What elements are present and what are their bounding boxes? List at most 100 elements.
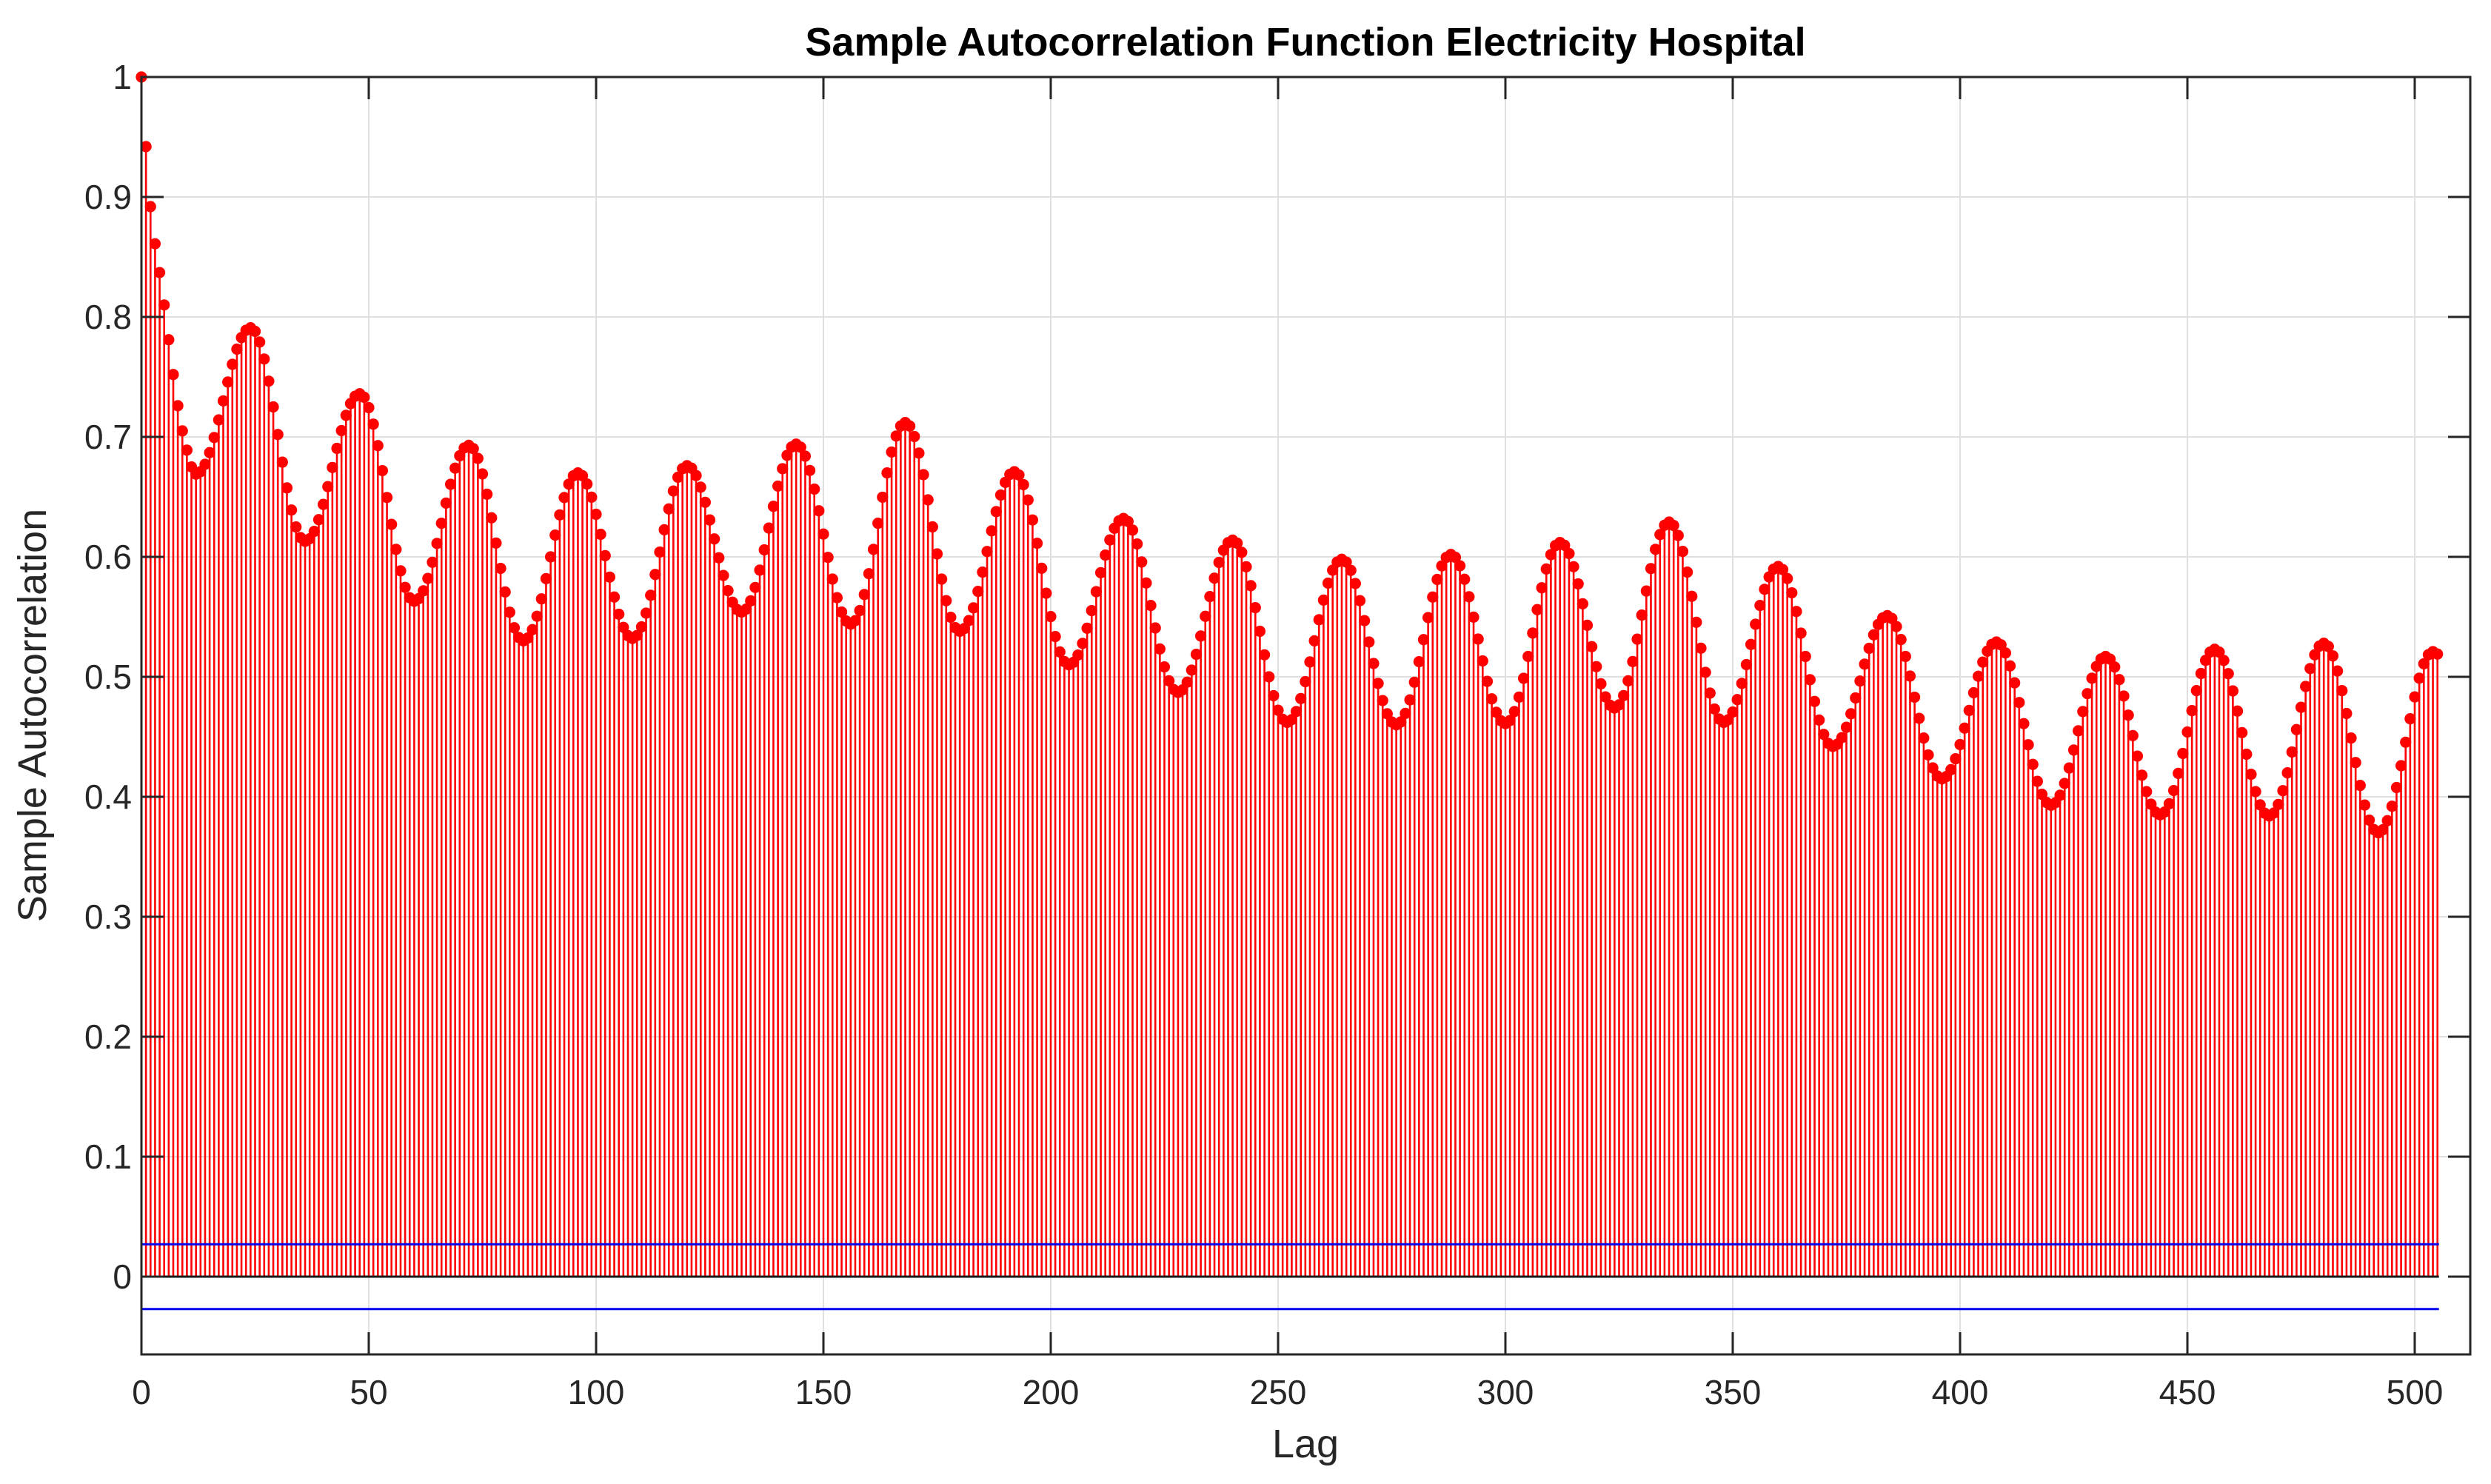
stem-marker — [1468, 611, 1479, 624]
stem-marker — [158, 299, 170, 311]
stem-marker — [631, 629, 643, 641]
stem-marker — [1959, 722, 1970, 734]
stem-marker — [1140, 577, 1152, 589]
stem-marker — [2131, 750, 2144, 762]
stem-marker — [749, 581, 761, 593]
stem-marker — [390, 544, 402, 555]
stem-marker — [603, 571, 616, 583]
stem-marker — [381, 492, 393, 504]
stem-marker — [263, 375, 275, 387]
stem-marker — [1977, 656, 1989, 668]
stem-marker — [2190, 685, 2202, 697]
stem-marker — [1268, 689, 1280, 702]
x-axis-label: Lag — [1272, 1422, 1339, 1466]
stem-marker — [172, 400, 184, 412]
stem-marker — [877, 491, 889, 504]
stem-marker — [2054, 789, 2066, 801]
stem-marker — [772, 480, 784, 492]
stem-marker — [1377, 695, 1388, 706]
stem-marker — [994, 489, 1007, 501]
stem-marker — [1790, 606, 1802, 618]
stem-marker — [1158, 661, 1171, 673]
stem-marker — [2177, 747, 2189, 760]
stem-marker — [1472, 633, 1484, 645]
stem-marker — [672, 471, 684, 484]
y-tick-label: 0.7 — [84, 418, 132, 456]
stem-marker — [2022, 739, 2034, 751]
stem-marker — [249, 325, 261, 338]
stem-marker — [940, 595, 952, 606]
stem-marker — [763, 522, 775, 534]
stem-marker — [1372, 678, 1384, 689]
stem-marker — [367, 418, 379, 430]
stem-marker — [431, 538, 443, 549]
stem-marker — [649, 569, 661, 581]
stem-marker — [2118, 690, 2130, 702]
stem-marker — [667, 485, 679, 497]
stem-marker — [2327, 650, 2339, 662]
stem-marker — [281, 482, 293, 494]
stem-marker — [654, 546, 666, 558]
stem-marker — [1731, 694, 1743, 706]
stem-marker — [2159, 806, 2170, 818]
stem-marker — [254, 336, 266, 348]
stem-marker — [599, 549, 611, 561]
stem-marker — [476, 468, 489, 480]
stem-marker — [2268, 807, 2280, 819]
stem-marker — [2290, 723, 2302, 735]
reference-lines — [141, 1243, 2439, 1311]
y-tick-label: 0.1 — [84, 1137, 132, 1176]
stem-marker — [1599, 691, 1611, 703]
stem-marker — [1627, 655, 1639, 667]
stem-series — [136, 71, 2444, 1277]
stem-marker — [658, 524, 670, 535]
stem-marker — [1349, 578, 1361, 589]
stem-marker — [499, 586, 511, 598]
stem-marker — [581, 478, 593, 490]
stem-marker — [2231, 705, 2244, 717]
stem-marker — [1795, 627, 1807, 639]
stem-marker — [2241, 748, 2253, 761]
stem-marker — [1890, 621, 1902, 632]
stem-marker — [2245, 769, 2257, 781]
stem-marker — [1272, 704, 1284, 716]
stem-marker — [312, 514, 325, 526]
stem-marker — [1945, 763, 1957, 775]
stem-marker — [1972, 670, 1985, 682]
stem-marker — [508, 622, 521, 634]
stem-marker — [1100, 549, 1111, 561]
stem-marker — [1195, 630, 1207, 642]
stem-marker — [913, 447, 925, 459]
stem-marker — [1504, 715, 1516, 726]
chart-title: Sample Autocorrelation Function Electric… — [805, 20, 1805, 64]
stem-marker — [490, 537, 502, 549]
stem-marker — [2377, 823, 2389, 836]
stem-marker — [2141, 786, 2153, 798]
stem-marker — [1131, 538, 1143, 550]
stem-marker — [1485, 693, 1498, 705]
stem-marker — [1559, 539, 1571, 551]
stem-marker — [1149, 622, 1161, 634]
stem-marker — [440, 497, 452, 509]
stem-marker — [558, 492, 570, 504]
stem-marker — [1636, 609, 1648, 621]
stem-marker — [1672, 529, 1684, 541]
stem-marker — [1676, 546, 1689, 558]
stem-marker — [1840, 721, 1853, 733]
stem-marker — [1808, 695, 1821, 707]
stem-marker — [2254, 799, 2266, 811]
stem-marker — [1668, 520, 1679, 532]
y-tick-label: 0.6 — [84, 538, 132, 576]
stem-marker — [890, 430, 902, 442]
stem-marker — [1708, 703, 1721, 715]
stem-marker — [1918, 732, 1930, 744]
x-tick-label: 150 — [795, 1373, 852, 1411]
stem-marker — [1909, 691, 1921, 703]
stem-marker — [386, 518, 398, 530]
stem-marker — [1572, 578, 1584, 590]
stem-marker — [1654, 529, 1666, 541]
stem-marker — [709, 533, 720, 545]
stem-marker — [1804, 674, 1816, 686]
stem-marker — [2309, 649, 2321, 661]
